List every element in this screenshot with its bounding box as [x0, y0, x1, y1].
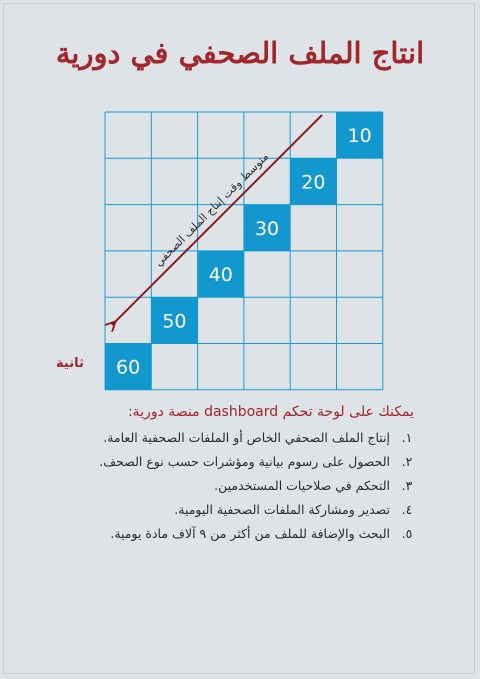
value-box-label: 10 — [348, 125, 372, 147]
list-text: التحكم في صلاحيات المستخدمين. — [214, 478, 390, 493]
trend-arrow — [112, 114, 323, 325]
list-text: إنتاج الملف الصحفي الخاص أو الملفات الصح… — [103, 430, 390, 445]
value-box — [336, 112, 383, 159]
list-item: ٢. الحصول على رسوم بيانية ومؤشرات حسب نوع… — [54, 454, 414, 478]
features-heading: يمكنك على لوحة تحكم dashboard منصة دورية… — [127, 404, 414, 420]
list-number: ٣. — [401, 478, 413, 493]
value-box-label: 30 — [255, 218, 279, 240]
value-box — [105, 343, 152, 390]
page-frame — [3, 3, 475, 674]
list-text: البحث والإضافة للملف من أكثر من ٩ آلاف م… — [110, 526, 390, 541]
value-box-label: 60 — [116, 357, 140, 379]
list-item: ٤. تصدير ومشاركة الملفات الصحفية اليومية. — [54, 502, 414, 526]
unit-label: ثانية — [56, 356, 84, 371]
list-number: ١. — [401, 430, 413, 445]
value-box-label: 40 — [209, 264, 233, 286]
value-boxes: 10 20 30 40 50 60 — [105, 112, 383, 390]
value-box — [197, 250, 244, 298]
features-list: ١. إنتاج الملف الصحفي الخاص أو الملفات ال… — [54, 430, 414, 550]
list-number: ٢. — [401, 454, 413, 469]
page-title: انتاج الملف الصحفي في دورية — [55, 36, 425, 70]
list-item: ٥. البحث والإضافة للملف من أكثر من ٩ آلاف… — [54, 526, 414, 550]
list-number: ٥. — [401, 526, 413, 541]
value-box — [151, 297, 198, 344]
value-box-label: 50 — [162, 310, 186, 332]
list-text: الحصول على رسوم بيانية ومؤشرات حسب نوع ا… — [99, 454, 390, 469]
list-item: ١. إنتاج الملف الصحفي الخاص أو الملفات ال… — [54, 430, 414, 454]
list-number: ٤. — [401, 502, 413, 517]
list-item: ٣. التحكم في صلاحيات المستخدمين. — [54, 478, 414, 502]
value-box — [243, 204, 291, 251]
value-box-label: 20 — [301, 171, 325, 193]
value-box — [290, 158, 337, 205]
list-text: تصدير ومشاركة الملفات الصحفية اليومية. — [174, 502, 390, 517]
